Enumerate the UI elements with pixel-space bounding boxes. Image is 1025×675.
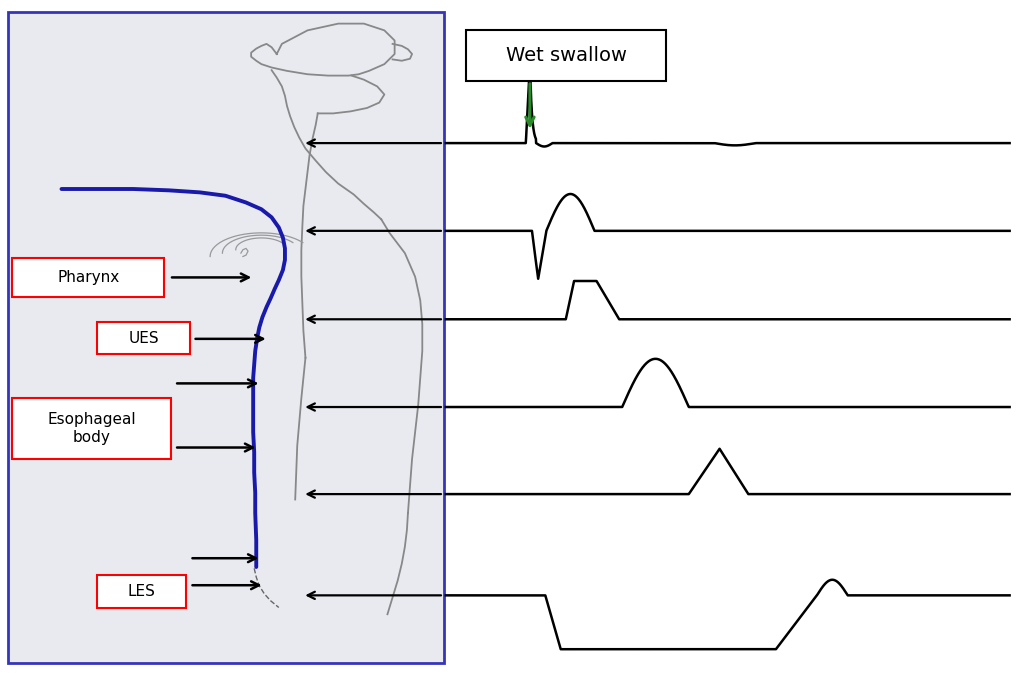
Bar — [97, 575, 186, 608]
Text: Pharynx: Pharynx — [57, 270, 119, 285]
Bar — [8, 12, 444, 663]
Bar — [12, 398, 171, 459]
Bar — [97, 322, 190, 354]
Bar — [466, 30, 666, 81]
Text: LES: LES — [127, 584, 156, 599]
Text: UES: UES — [128, 331, 159, 346]
Bar — [12, 258, 164, 297]
Text: Esophageal
body: Esophageal body — [47, 412, 136, 445]
Text: Wet swallow: Wet swallow — [505, 46, 627, 65]
